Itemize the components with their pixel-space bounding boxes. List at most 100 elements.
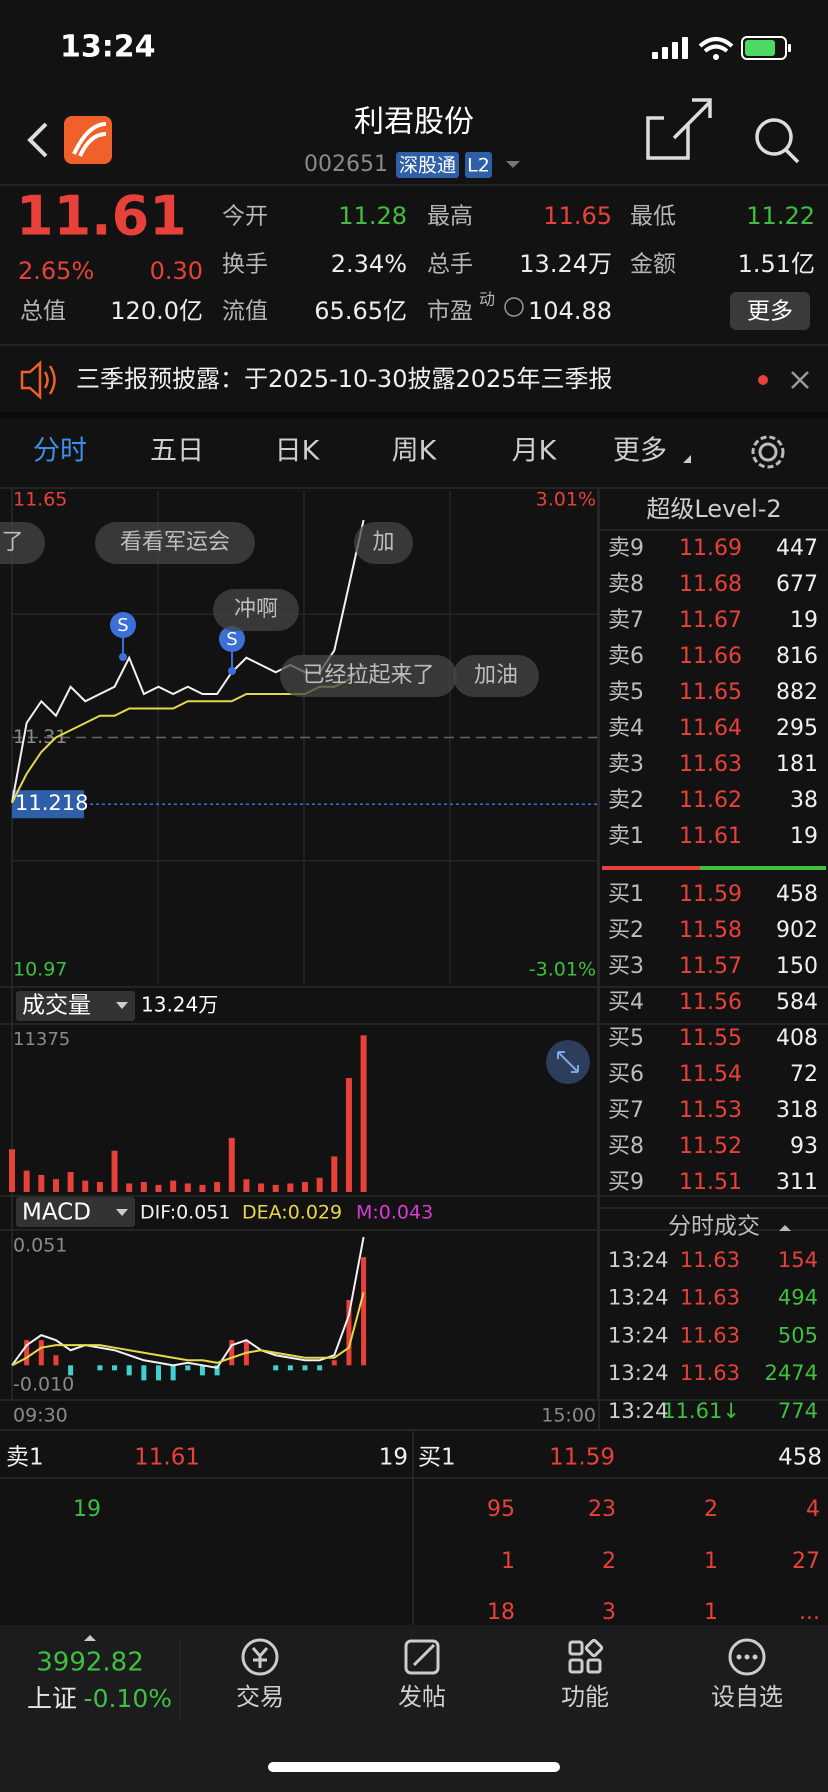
book-label: 买5 (608, 1026, 644, 1051)
queue-order: 1 (704, 1600, 718, 1625)
book-price: 11.57 (679, 954, 742, 979)
danmaku-pill (453, 655, 539, 697)
danmaku-pill (95, 522, 255, 564)
field-label: 市盈 (427, 299, 473, 325)
book-price: 11.63 (679, 752, 742, 777)
tab[interactable]: 更多 (613, 436, 667, 467)
tab-bar-item[interactable]: 功能 (561, 1683, 609, 1711)
search-button[interactable] (755, 118, 800, 164)
macd-bar (346, 1299, 352, 1366)
book-volume: 408 (776, 1026, 818, 1051)
indicator-name[interactable]: MACD (22, 1200, 91, 1226)
field-value: 11.65 (543, 202, 612, 230)
tab[interactable]: 周K (392, 436, 438, 467)
badge-text: L2 (467, 155, 490, 177)
tab[interactable]: 分时 (33, 436, 87, 467)
queue-order: 23 (588, 1497, 616, 1522)
macd-bar (302, 1365, 308, 1371)
volume-bar (52, 1179, 59, 1192)
macd-bar (38, 1340, 44, 1366)
book-label: 卖7 (608, 608, 644, 633)
book-label: 卖6 (608, 644, 644, 669)
volume-bar (331, 1156, 338, 1192)
tab-bar-item[interactable]: 发帖 (398, 1683, 446, 1711)
book-label: 买6 (608, 1062, 644, 1087)
book-volume: 584 (776, 990, 818, 1015)
ask-strength (602, 866, 700, 870)
field-label: 最高 (427, 204, 473, 230)
speaker-icon (20, 360, 56, 400)
volume-bar (111, 1150, 118, 1192)
index-arrow (84, 1635, 96, 1641)
series-line (11, 1292, 365, 1367)
queue-label: 买1 (418, 1445, 456, 1471)
trade-time: 13:24 (608, 1361, 669, 1385)
book-volume: 902 (776, 918, 818, 943)
field-label: 总手 (427, 252, 473, 278)
danmaku-pill (213, 589, 299, 631)
y-tick-label: 11.31 (13, 726, 67, 748)
select-arrow (116, 1002, 128, 1009)
book-volume: 93 (790, 1134, 818, 1159)
volume-bar (287, 1183, 294, 1192)
indicator-select[interactable] (16, 1197, 135, 1227)
queue-order: ... (799, 1600, 820, 1625)
volume-bar (243, 1179, 250, 1192)
book-volume: 447 (776, 536, 818, 561)
tab[interactable]: 五日 (150, 436, 204, 467)
back-button[interactable] (27, 122, 48, 158)
macd-bar (141, 1365, 147, 1381)
queue-volume: 458 (778, 1445, 822, 1471)
danmaku-text: 看看军运会 (120, 530, 230, 555)
macd-bar (112, 1365, 118, 1371)
panel-title: 分时成交 (668, 1214, 760, 1240)
field-label: 流值 (222, 299, 268, 325)
book-volume: 38 (790, 788, 818, 813)
y-tick-label: 11375 (13, 1029, 70, 1050)
book-price: 11.69 (679, 536, 742, 561)
book-volume: 816 (776, 644, 818, 669)
book-price: 11.68 (679, 572, 742, 597)
macd-bar (214, 1365, 220, 1376)
trade-price: 11.63 (680, 1248, 740, 1272)
queue-order: 18 (487, 1600, 515, 1625)
indicator-name[interactable]: 成交量 (22, 993, 91, 1019)
badge (465, 152, 492, 178)
more-button-text[interactable]: 更多 (747, 299, 793, 325)
field-label: 今开 (222, 204, 268, 230)
book-label: 买2 (608, 918, 644, 943)
tab-bar-item[interactable]: 设自选 (711, 1683, 783, 1711)
macd-bar (24, 1340, 30, 1366)
volume-bar (316, 1177, 323, 1192)
queue-label: 卖1 (6, 1445, 44, 1471)
volume-bar (82, 1180, 89, 1192)
settings-button[interactable] (751, 435, 785, 469)
volume-bar (360, 1035, 367, 1192)
tab[interactable]: 月K (512, 436, 558, 467)
tab[interactable]: 日K (275, 436, 321, 467)
close-button[interactable] (791, 371, 809, 389)
select-arrow (116, 1209, 128, 1216)
pe-note: 动 (479, 290, 495, 309)
trade-price: 11.63 (680, 1286, 740, 1310)
ref-label: 11.218 (15, 791, 88, 815)
dots (736, 1654, 758, 1660)
volume-bar (199, 1184, 206, 1192)
trade-volume: 505 (778, 1323, 818, 1347)
stock-code: 002651 (304, 152, 388, 177)
tab-bar-item[interactable]: 交易 (236, 1683, 284, 1711)
more-button[interactable] (730, 292, 810, 330)
indicator-select[interactable] (16, 991, 135, 1021)
book-price: 11.53 (679, 1098, 742, 1123)
field-value: 104.88 (528, 297, 612, 325)
share-button[interactable] (646, 98, 712, 160)
trade-price: 11.63 (680, 1361, 740, 1385)
series-line (11, 1236, 365, 1369)
tab-icons (241, 1638, 766, 1676)
panel-title: 超级Level-2 (646, 495, 781, 523)
stock-name: 利君股份 (354, 105, 474, 140)
danmaku-text: 已经拉起来了 (302, 663, 434, 688)
info-icon (504, 297, 524, 317)
change-pct: 2.65% (18, 257, 94, 285)
